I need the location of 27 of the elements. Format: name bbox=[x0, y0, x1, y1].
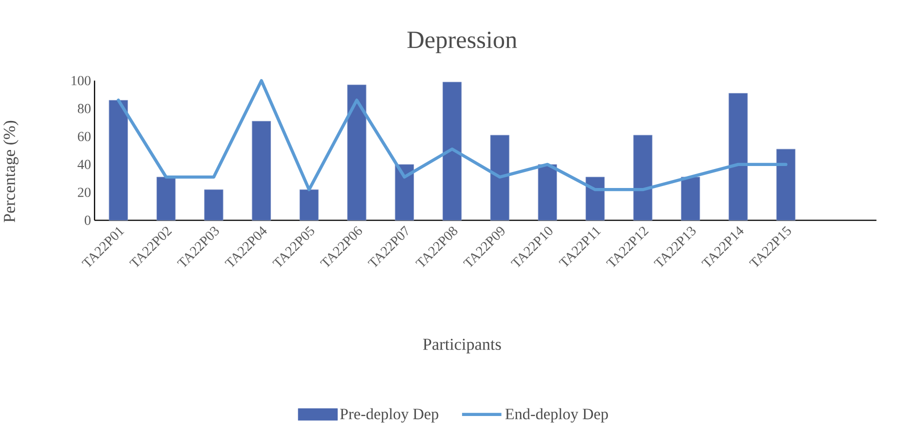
y-tick-label: 20 bbox=[78, 188, 91, 198]
y-tick-label: 100 bbox=[72, 76, 91, 86]
bar bbox=[586, 176, 605, 221]
bar bbox=[728, 93, 748, 221]
bar bbox=[300, 189, 319, 221]
bar bbox=[108, 100, 128, 221]
bar bbox=[633, 134, 652, 221]
x-axis-title: Participants bbox=[423, 338, 501, 354]
bar bbox=[252, 121, 271, 221]
bar bbox=[490, 134, 510, 221]
y-axis-title: Percentage (%) bbox=[3, 120, 18, 222]
line-series bbox=[116, 79, 788, 192]
legend-label: Pre-deploy Dep bbox=[340, 408, 438, 423]
bar bbox=[680, 176, 700, 221]
bar bbox=[204, 189, 224, 221]
y-tick-label: 80 bbox=[78, 104, 91, 114]
bar bbox=[394, 164, 414, 221]
bar bbox=[538, 164, 558, 221]
chart-title: Depression bbox=[407, 32, 517, 54]
bar bbox=[156, 176, 176, 221]
bar bbox=[347, 84, 366, 221]
legend-label: End-deploy Dep bbox=[505, 408, 608, 423]
y-tick-label: 40 bbox=[78, 160, 91, 170]
bar bbox=[442, 82, 462, 221]
y-tick-label: 0 bbox=[84, 216, 91, 226]
y-tick-label: 60 bbox=[78, 132, 91, 142]
bar bbox=[776, 148, 796, 221]
